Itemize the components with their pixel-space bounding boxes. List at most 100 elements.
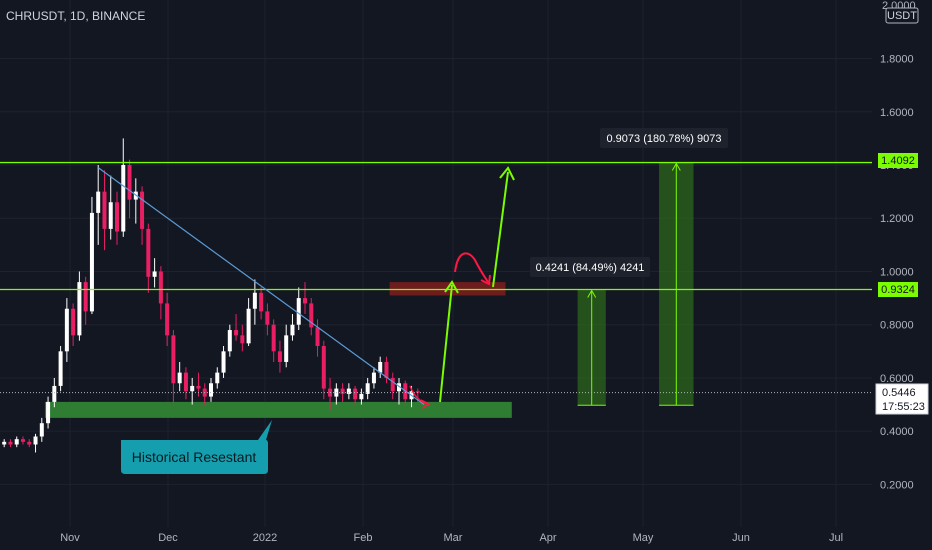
y-tick-label: 1.0000	[880, 266, 914, 278]
x-tick-label: May	[633, 532, 654, 544]
projection-arrow-head	[671, 162, 681, 171]
candle-body	[14, 439, 19, 445]
current-price-value: 0.5446	[882, 387, 916, 399]
candle-body	[265, 311, 270, 325]
projection-arrow-up-2	[499, 166, 515, 181]
projection-arrow-head	[587, 289, 597, 298]
candle-body	[58, 351, 63, 386]
candle-body	[108, 202, 113, 229]
drawings	[0, 161, 872, 409]
candle-body	[252, 292, 257, 309]
chart-title: CHRUSDT, 1D, BINANCE	[6, 9, 146, 23]
candle-body	[309, 303, 314, 328]
candle-body	[39, 423, 44, 437]
price-axis-panel[interactable]	[872, 0, 932, 550]
support-callout-text: Historical Resestant	[132, 449, 257, 465]
candle-body	[27, 441, 32, 445]
candle-body	[359, 393, 364, 400]
candle-body	[190, 385, 195, 392]
candle-body	[71, 308, 76, 336]
y-tick-label: 1.8000	[880, 54, 914, 66]
y-tick-label: 0.6000	[880, 373, 914, 385]
x-tick-label: Apr	[539, 532, 556, 544]
pullback-arrow-head	[480, 274, 491, 286]
currency-badge[interactable]	[885, 7, 919, 24]
time-axis: Nov Dec 2022 Feb Mar Apr May Jun Jul	[60, 532, 843, 544]
x-tick-label: Dec	[158, 532, 178, 544]
candle-body	[77, 282, 82, 336]
candle-body	[177, 372, 182, 384]
projection-path-up-1	[439, 284, 453, 403]
candle-body	[152, 271, 157, 277]
currency-label: USDT	[887, 10, 917, 22]
candle-body	[371, 372, 376, 384]
candle-body	[290, 324, 295, 336]
y-tick-label: 0.4000	[880, 426, 914, 438]
resistance-high-badge	[878, 153, 918, 168]
support-test-arrow-head	[420, 399, 431, 409]
candle-body	[102, 191, 107, 229]
candle-body	[221, 351, 226, 373]
candle-body	[165, 303, 170, 336]
y-tick-label: 1.2000	[880, 213, 914, 225]
projection-path-up-2	[492, 171, 509, 288]
candle-body	[321, 346, 326, 389]
x-tick-label: Feb	[354, 532, 373, 544]
candle-body	[33, 436, 38, 445]
price-axis: 0.2000 0.4000 0.6000 0.8000 1.0000 1.2000 1.40…	[880, 54, 914, 492]
support-test-curve	[409, 385, 429, 405]
candle-body	[83, 282, 88, 312]
candle-body	[315, 327, 320, 346]
candle-body	[390, 377, 395, 392]
x-tick-label: Jul	[829, 532, 843, 544]
countdown-timer: 17:55:23	[882, 401, 925, 413]
candle-body	[303, 298, 307, 304]
support-zone	[44, 401, 512, 418]
resistance-mid-badge	[878, 282, 918, 297]
candle-body	[296, 298, 301, 325]
resistance-high-value: 1.4092	[881, 155, 915, 167]
candle-body	[365, 383, 370, 394]
projection-large-label-bg	[600, 128, 728, 148]
candle-body	[353, 388, 358, 400]
candle-body	[52, 385, 57, 402]
candle-body	[259, 292, 264, 312]
candle-body	[158, 271, 163, 304]
candle-body	[384, 361, 389, 378]
candle-body	[21, 439, 25, 442]
y-tick-label: 0.2000	[880, 479, 914, 491]
candle-body	[8, 441, 13, 445]
candle-body	[96, 191, 101, 213]
candle-body	[271, 324, 276, 352]
candle-body	[240, 335, 245, 344]
x-tick-label: Jun	[732, 532, 750, 544]
y-tick-label: 0.8000	[880, 320, 914, 332]
candle-body	[215, 372, 220, 384]
candle-body	[397, 383, 401, 392]
x-tick-label: Nov	[60, 532, 80, 544]
zones	[44, 162, 694, 418]
candle-body	[89, 212, 94, 312]
candle-body	[246, 308, 251, 344]
projection-small-label: 0.4241 (84.49%) 4241	[536, 262, 645, 274]
projection-arrow-up-1	[444, 280, 459, 294]
candle-body	[284, 335, 289, 362]
pullback-curve	[454, 252, 489, 283]
projection-small-label-bg	[530, 257, 650, 277]
candle-body	[46, 401, 51, 424]
candle-body	[234, 330, 239, 336]
candle-body	[64, 308, 69, 352]
candle-body	[121, 165, 126, 232]
descending-trendline[interactable]	[97, 167, 425, 406]
candle-body	[340, 388, 345, 394]
candle-body	[227, 330, 232, 352]
projection-large-label: 0.9073 (180.78%) 9073	[607, 133, 722, 145]
candle-body	[115, 202, 119, 232]
candle-body	[378, 361, 383, 373]
candle-body	[183, 372, 188, 392]
candle-body	[196, 385, 201, 389]
candle-body	[209, 383, 213, 397]
candle-body	[346, 388, 351, 394]
y-tick-label: 1.6000	[880, 107, 914, 119]
